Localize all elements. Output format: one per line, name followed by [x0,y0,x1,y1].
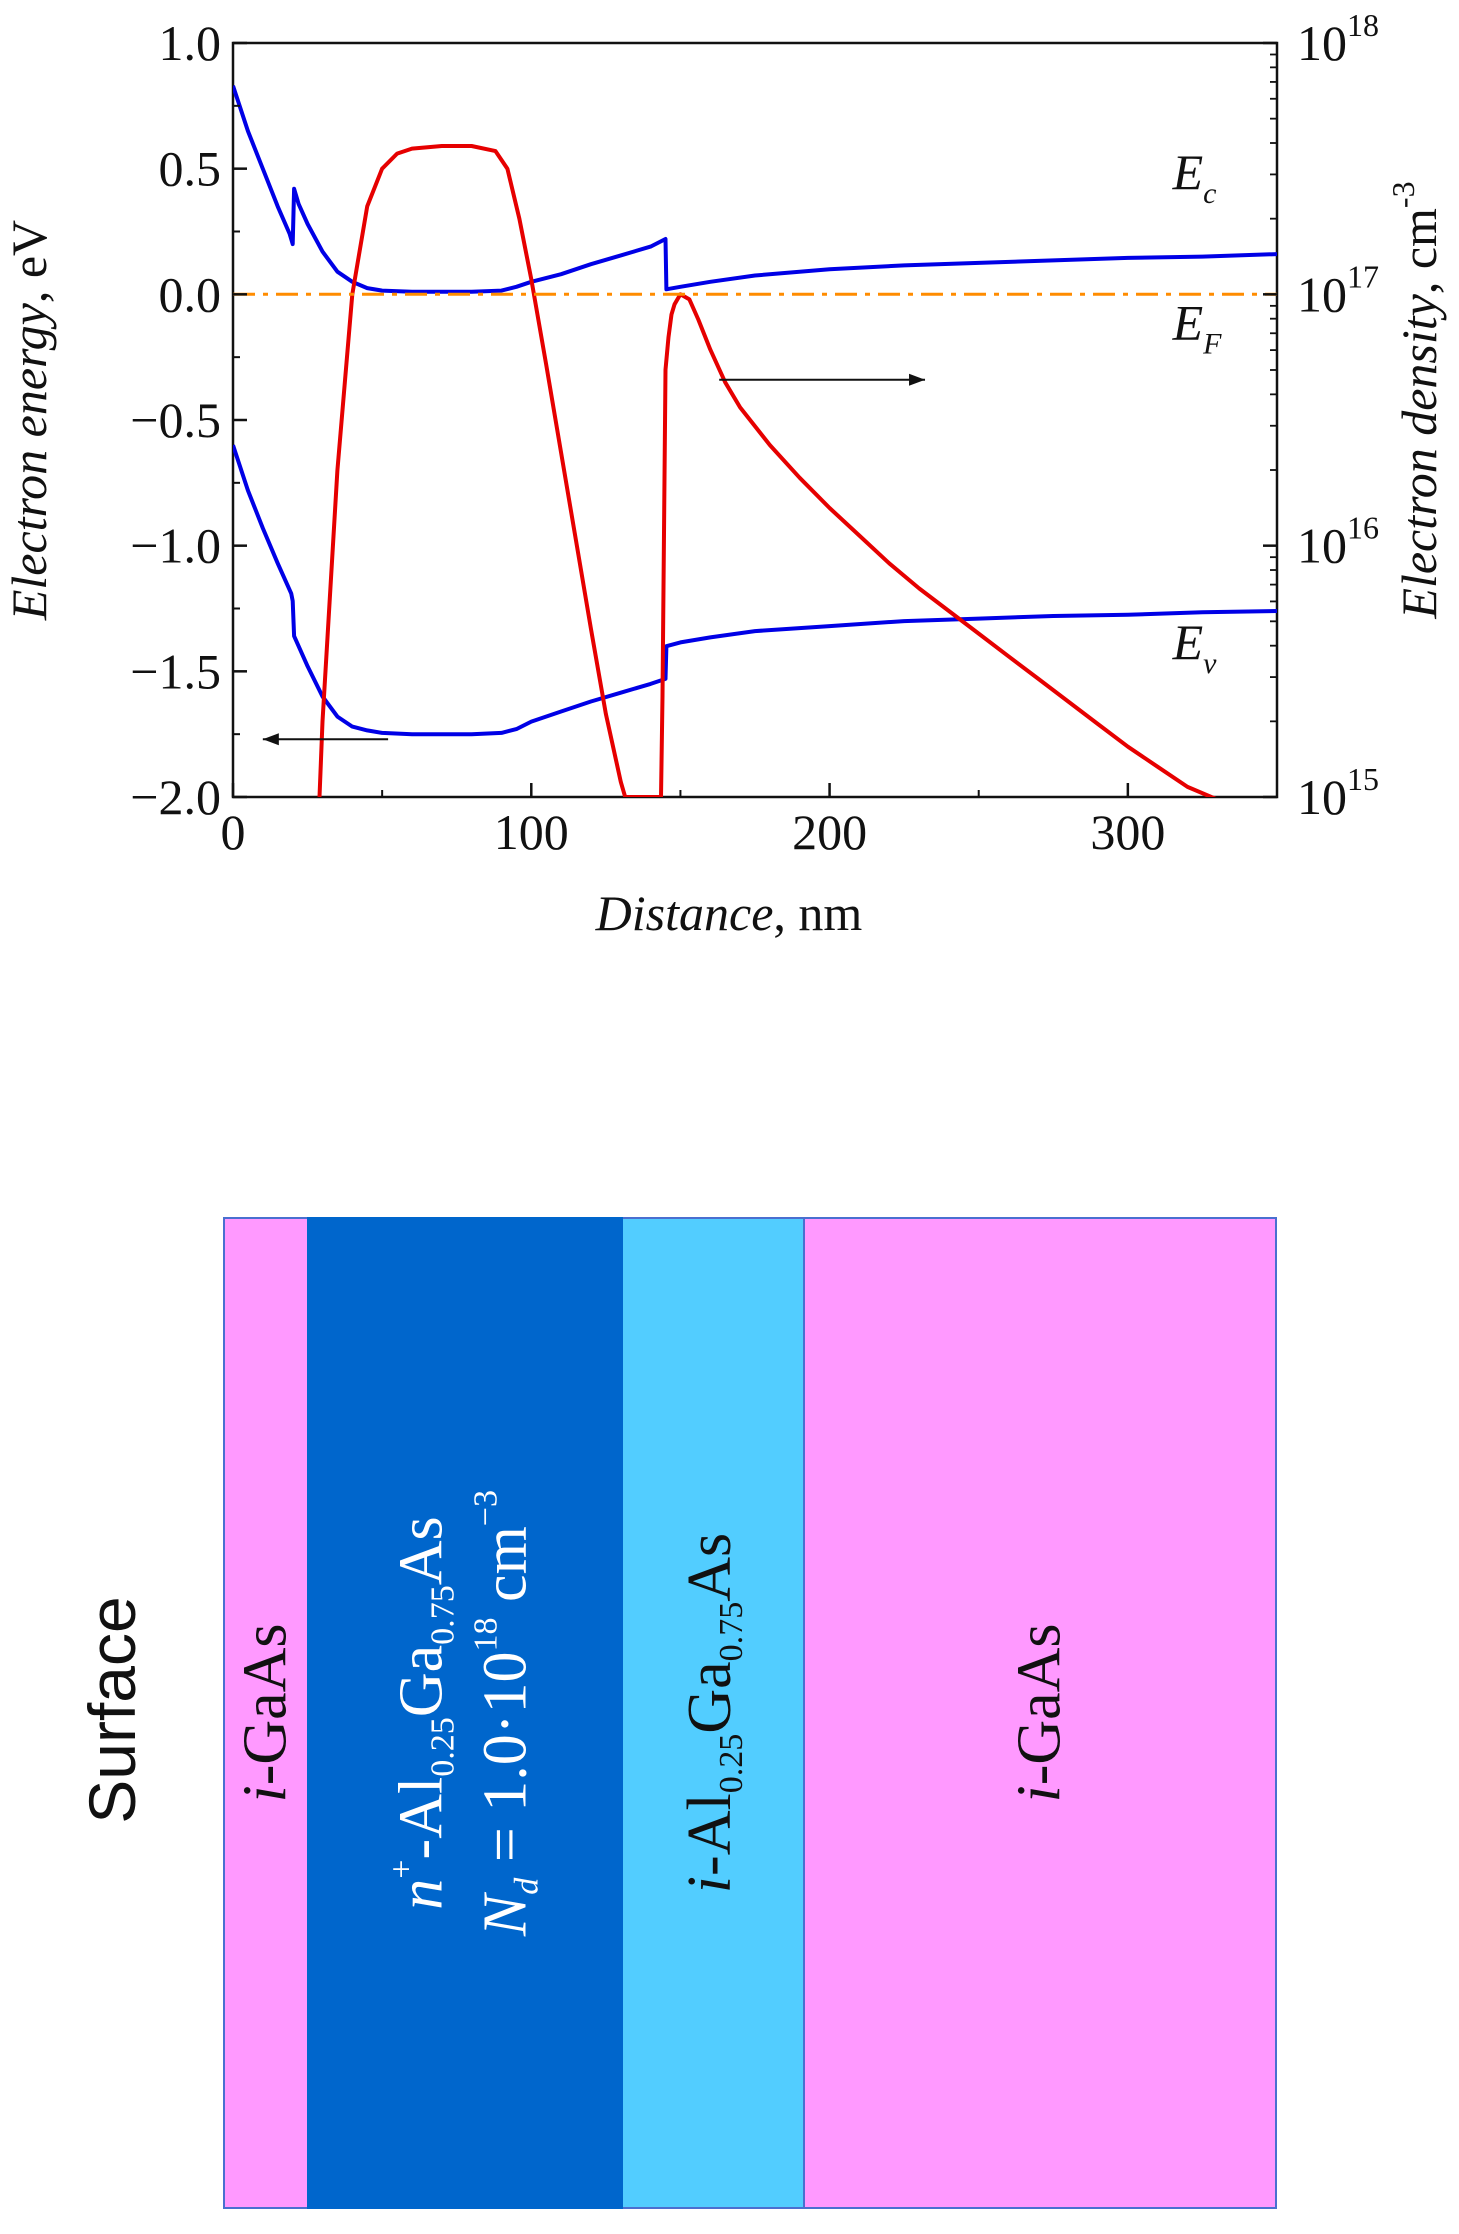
y-left-tick-label-0: 0.0 [159,266,222,322]
right-axis-title: Electron density, cm-3 [1385,181,1447,619]
plot-border [231,41,1279,799]
series-electron-density [317,144,1217,797]
annotation-Ev: Ev [1172,614,1218,680]
layer-label-i-gaas-buffer: i-GaAs [1005,1623,1074,1803]
y-left-tick-label-0.5: 0.5 [159,141,222,197]
surface-label: Surface [75,1596,149,1824]
y-left-tick-label--1: −1.0 [130,518,221,574]
layer-stack: i-GaAs n+-Al0.25Ga0.75As Nd = 1.0·1018 c… [223,1217,1277,2209]
y-left-tick-label--0.5: −0.5 [130,392,221,448]
x-tick-label-200: 200 [792,804,867,860]
x-tick-label-0: 0 [221,804,246,860]
annotation-Ec: Ec [1172,144,1217,210]
series-layer [233,85,1277,797]
n-algaas-line-2: Nd = 1.0·1018 cm−3 [467,1489,545,1937]
x-tick-label-300: 300 [1090,804,1165,860]
plot-frame [231,41,1279,799]
y-right-tick-label-16: 1016 [1297,510,1379,574]
y-right-tick-label-18: 1018 [1297,7,1379,71]
series-ec [233,85,1277,294]
ticks-layer: 0 100 200 300 1.0 0.5 0.0 −0.5 −1.0 −1.5 −2.0 1018 1… [130,7,1379,860]
n-algaas-line-1: n+-Al0.25Ga0.75As [383,1516,462,1910]
layer-i-gaas-buffer: i-GaAs [803,1217,1277,2209]
y-left-tick-label--1.5: −1.5 [130,643,221,699]
y-left-tick-label-1: 1.0 [159,15,222,71]
y-left-tick-label--2: −2.0 [130,769,221,825]
layer-i-algaas: i-Al0.25Ga0.75As [623,1217,803,2209]
left-axis-title: Electron energy, eV [1,220,57,621]
layer-label-n-algaas: n+-Al0.25Ga0.75As Nd = 1.0·1018 cm−3 [381,1490,548,1936]
y-right-tick-label-17: 1017 [1297,258,1379,322]
x-axis-title: Distance, nm [595,885,863,941]
annotation-layer: Ec EF Ev [262,144,1223,746]
arrow-to-right-axis-head [909,373,926,386]
layer-n-algaas: n+-Al0.25Ga0.75As Nd = 1.0·1018 cm−3 [307,1217,623,2209]
x-tick-label-100: 100 [494,804,569,860]
series-ev [233,444,1277,737]
layer-label-i-gaas-cap: i-GaAs [231,1623,300,1803]
layer-i-gaas-cap: i-GaAs [223,1217,307,2209]
layer-label-i-algaas: i-Al0.25Ga0.75As [676,1532,751,1894]
y-right-tick-label-15: 1015 [1297,761,1379,825]
annotation-EF: EF [1172,295,1223,361]
arrow-to-left-axis-head [262,733,279,746]
band-diagram-chart: 0 100 200 300 1.0 0.5 0.0 −0.5 −1.0 −1.5 −2.0 1018 1… [1,7,1447,941]
